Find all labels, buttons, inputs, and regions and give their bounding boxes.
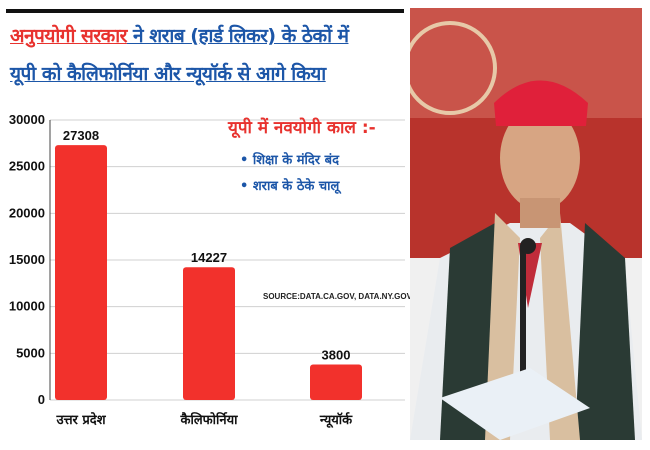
bar-chart: 0 5000 10000 15000 20000 25000 30000 27308 उत्तर… <box>9 112 405 428</box>
x-tick-label: न्यूयॉर्क <box>319 412 353 428</box>
top-rule <box>6 9 404 13</box>
data-label: 14227 <box>191 250 227 265</box>
headline-blue: ने शराब (हार्ड लिकर) के ठेकों में <box>126 25 349 47</box>
y-tick-label: 20000 <box>9 205 45 220</box>
headline-line-2: यूपी को कैलिफोर्निया और न्यूयॉर्क से आगे… <box>10 63 326 85</box>
bar <box>183 267 235 400</box>
annotation-title: यूपी में नवयोगी काल :- <box>228 118 376 138</box>
data-label: 3800 <box>322 348 351 363</box>
x-tick-label: उत्तर प्रदेश <box>55 412 106 428</box>
bar <box>55 145 107 400</box>
y-tick-label: 5000 <box>16 345 45 360</box>
data-label: 27308 <box>63 128 99 143</box>
source-note: SOURCE:DATA.CA.GOV, DATA.NY.GOV <box>263 292 412 301</box>
y-tick-label: 10000 <box>9 299 45 314</box>
bar <box>310 364 362 400</box>
y-tick-label: 30000 <box>9 112 45 127</box>
annotation-item: • शिक्षा के मंदिर बंद <box>240 153 339 168</box>
y-tick-label: 25000 <box>9 159 45 174</box>
x-tick-label: कैलिफोर्निया <box>179 412 238 428</box>
speaker-photo <box>410 8 642 440</box>
y-tick-label: 15000 <box>9 252 45 267</box>
headline-red: अनुपयोगी सरकार <box>10 25 127 47</box>
annotation-item: • शराब के ठेके चालू <box>240 179 340 194</box>
headline-line-1: अनुपयोगी सरकार ने शराब (हार्ड लिकर) के ठ… <box>10 22 349 48</box>
y-tick-label: 0 <box>38 392 45 407</box>
